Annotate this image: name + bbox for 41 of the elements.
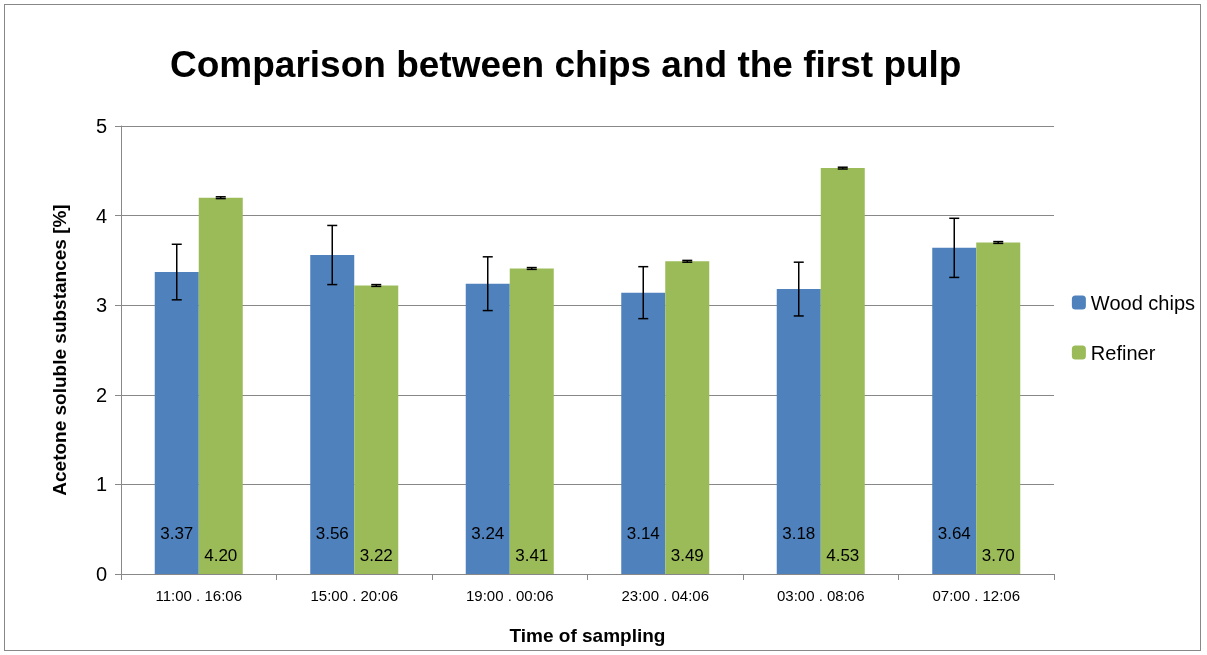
bar [820,168,865,574]
legend-label: Wood chips [1090,291,1196,314]
bar [976,242,1021,574]
data-label: 3.22 [359,546,393,565]
legend-label: Refiner [1090,341,1156,364]
data-label: 3.18 [782,524,816,543]
bar [310,255,355,574]
bar [354,285,399,574]
data-label: 3.37 [160,524,194,543]
bar [509,268,554,574]
data-label: 3.14 [626,524,660,543]
data-label: 3.49 [670,546,704,565]
y-tick-label: 5 [95,115,107,137]
y-tick-label: 4 [95,204,107,227]
data-label: 3.41 [515,546,549,565]
x-tick-label: 15:00 . 20:06 [310,587,399,604]
bar [154,272,199,574]
data-label: 3.70 [981,546,1015,565]
bar [198,197,243,574]
y-tick-label: 0 [95,563,107,585]
y-tick-label: 3 [95,294,107,317]
bar [665,261,710,574]
x-tick-label: 11:00 . 16:06 [155,587,242,604]
x-tick-label: 19:00 . 00:06 [465,587,554,604]
bar [621,292,666,574]
y-axis-title: Acetone soluble substances [%] [49,204,70,496]
chart-title: Comparison between chips and the first pulp [170,44,962,85]
y-tick-label: 2 [95,383,107,406]
data-label: 3.56 [315,524,349,543]
data-label: 4.20 [204,546,238,565]
x-axis-title: Time of sampling [509,625,666,646]
x-tick-label: 23:00 . 04:06 [621,587,710,604]
x-tick-label: 03:00 . 08:06 [776,587,865,604]
bar [465,283,510,574]
bar [776,289,821,574]
data-label: 3.24 [471,524,505,543]
data-label: 3.64 [937,524,971,543]
x-tick-label: 07:00 . 12:06 [932,587,1021,604]
bar [932,247,977,574]
y-tick-label: 1 [95,473,107,496]
data-label: 4.53 [826,546,860,565]
